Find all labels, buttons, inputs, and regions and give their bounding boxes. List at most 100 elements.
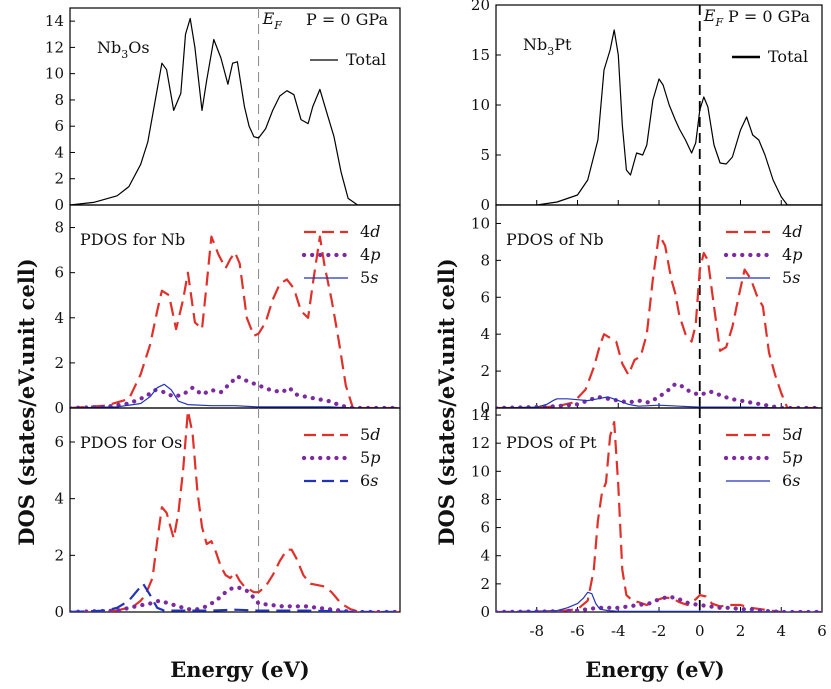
x-tick-label: -2	[652, 622, 667, 640]
x-tick-label: 4	[776, 622, 786, 640]
series-line-6s	[70, 582, 400, 612]
legend-label-italic: s	[792, 268, 800, 287]
fermi-label-sub: F	[273, 19, 282, 32]
series-line-5s	[496, 396, 822, 408]
legend-label-main: 5	[782, 268, 792, 287]
y-tick-label: 0	[54, 196, 64, 214]
y-tick-label: 4	[54, 490, 64, 508]
legend-label-main: 5	[782, 425, 792, 444]
legend-label-5d: 5d	[360, 425, 380, 444]
series-line-4d	[70, 235, 400, 408]
y-tick-label: 20	[471, 0, 490, 14]
series-line-5p	[496, 594, 822, 612]
legend-label-italic: d	[792, 425, 802, 444]
series-group	[496, 233, 822, 408]
fermi-label-e: E	[262, 9, 275, 28]
panel-nb3os-total: 0 2 4 6 8 10 12 14 Nb3Os EF P = 0 GPa Total	[45, 7, 401, 214]
x-tick-label: 0	[695, 622, 705, 640]
series-group	[70, 409, 400, 612]
y-tick-label: 2	[54, 170, 64, 188]
legend-label-5p: 5p	[360, 448, 380, 467]
fermi-label: EF	[262, 9, 283, 32]
y-tick-label: 2	[54, 546, 64, 564]
y-tick-label: 10	[471, 462, 490, 480]
legend-label-main: 5	[360, 448, 370, 467]
y-tick-label: 14	[471, 406, 490, 424]
legend-label-4d: 4d	[782, 222, 802, 241]
y-tick-label: 6	[480, 519, 490, 537]
legend-label-6s: 6s	[360, 471, 378, 490]
y-tick-label: 0	[54, 399, 64, 417]
series-group	[70, 235, 400, 408]
panel-title-tail: Os	[128, 38, 149, 57]
x-tick-label: -4	[611, 622, 626, 640]
series-line-5s	[70, 383, 400, 408]
plot-frame	[69, 407, 401, 613]
legend-label-italic: s	[370, 268, 378, 287]
legend-label-main: 6	[782, 471, 792, 490]
series-group	[496, 421, 822, 612]
panel-title-main: Nb	[523, 35, 547, 54]
y-tick-label: 10	[471, 214, 490, 232]
legend-label-main: 6	[360, 471, 370, 490]
legend-label-italic: d	[370, 425, 380, 444]
legend-label-4p: 4p	[782, 245, 802, 264]
legend-label-total: Total	[768, 47, 808, 66]
series-line-4p	[70, 374, 400, 408]
y-tick-label: 2	[54, 354, 64, 372]
x-axis-title-right: Energy (eV)	[585, 657, 724, 682]
y-tick-label: 0	[480, 603, 490, 621]
x-tick-label: 2	[736, 622, 746, 640]
legend-label-italic: s	[370, 471, 378, 490]
panel-title: PDOS of Pt	[506, 433, 597, 452]
legend-label-5s: 5s	[360, 268, 378, 287]
fermi-label-e: E	[703, 6, 716, 25]
panel-title: Nb3Pt	[523, 35, 572, 58]
panel-title-tail: Pt	[554, 35, 572, 54]
fermi-label: EF	[703, 6, 724, 29]
y-tick-label: 2	[480, 362, 490, 380]
legend-label-italic: p	[370, 245, 380, 264]
legend-label-italic: p	[792, 245, 802, 264]
y-tick-label: 8	[54, 91, 64, 109]
y-tick-label: 14	[45, 12, 64, 30]
legend-label-italic: d	[792, 222, 802, 241]
legend-label-main: 4	[360, 245, 370, 264]
y-tick-label: 0	[480, 399, 490, 417]
y-tick-label: 6	[54, 264, 64, 282]
series-line-5p	[70, 585, 400, 612]
y-axis-title-left: DOS (states/eV.unit cell)	[14, 258, 39, 545]
panel-title-sub: 3	[121, 48, 128, 61]
series-line-Total	[70, 17, 400, 205]
panel-title-sub: 3	[547, 45, 554, 58]
x-tick-label: -6	[570, 622, 585, 640]
legend-label-5d: 5d	[782, 425, 802, 444]
legend-label-italic: s	[792, 471, 800, 490]
pressure-label: P = 0 GPa	[728, 7, 810, 26]
y-tick-label: 6	[54, 433, 64, 451]
y-tick-label: 15	[471, 46, 490, 64]
y-tick-label: 6	[480, 288, 490, 306]
series-line-5d	[70, 409, 400, 612]
x-axis-title-left: Energy (eV)	[170, 657, 309, 682]
legend-label-main: 5	[782, 448, 792, 467]
legend-label-italic: p	[792, 448, 802, 467]
x-tick-label: 6	[817, 622, 827, 640]
y-tick-label: 4	[480, 325, 490, 343]
series-group	[496, 29, 822, 205]
y-tick-label: 2	[480, 575, 490, 593]
series-line-5d	[496, 421, 822, 612]
fermi-label-sub: F	[714, 16, 723, 29]
y-tick-label: 10	[45, 65, 64, 83]
legend-label-main: 4	[782, 222, 792, 241]
y-tick-label: 8	[480, 251, 490, 269]
series-group	[70, 17, 400, 205]
legend-label-4d: 4d	[360, 222, 380, 241]
legend-label-main: 4	[782, 245, 792, 264]
y-tick-label: 0	[54, 603, 64, 621]
panel-title: PDOS of Nb	[506, 230, 604, 249]
series-line-6s	[496, 591, 822, 612]
y-tick-label: 8	[54, 219, 64, 237]
